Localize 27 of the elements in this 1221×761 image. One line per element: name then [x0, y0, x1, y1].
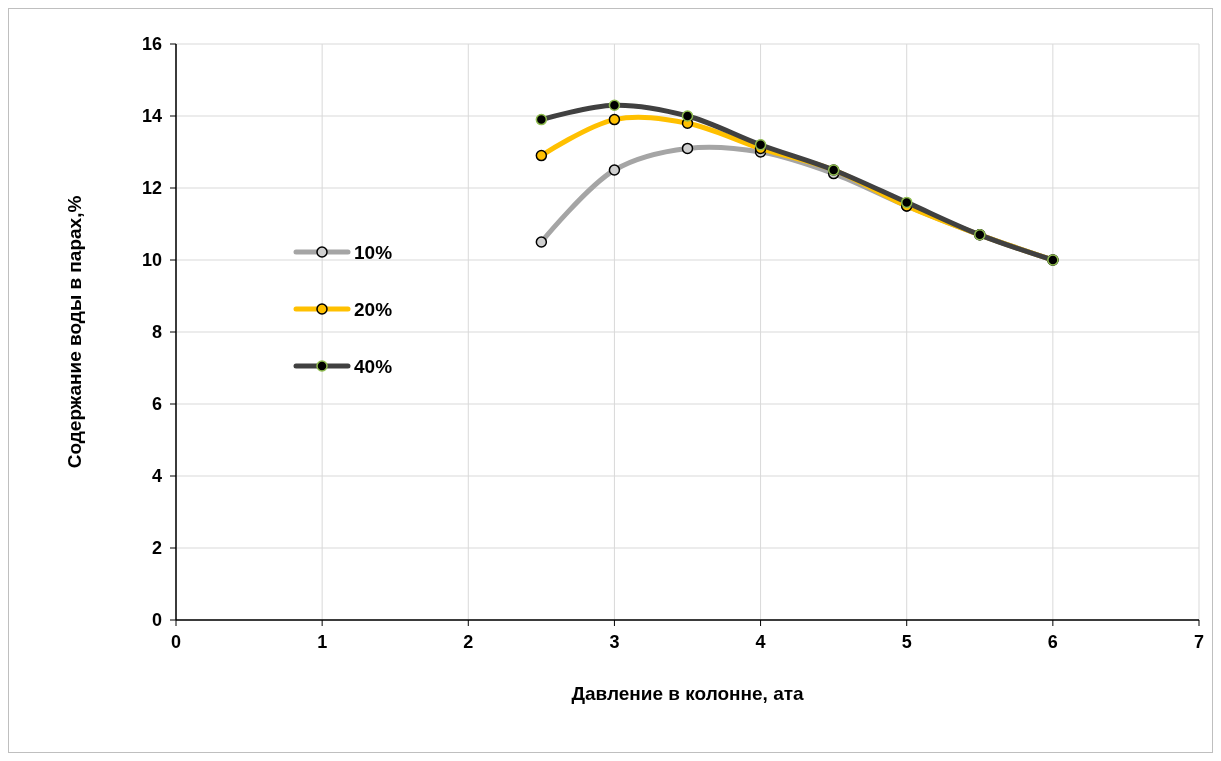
- y-tick-label: 0: [151, 610, 162, 630]
- point: [535, 236, 548, 248]
- y-tick-label: 2: [151, 538, 162, 558]
- legend-label: 10%: [354, 242, 393, 263]
- x-tick-label: 4: [755, 632, 766, 652]
- y-axis-title: Содержание воды в парах,%: [64, 195, 85, 469]
- x-tick-label: 7: [1193, 632, 1205, 652]
- point: [608, 113, 621, 126]
- x-tick-label: 5: [901, 632, 912, 652]
- x-tick-label: 1: [317, 632, 328, 652]
- y-tick-label: 12: [141, 178, 162, 198]
- y-tick-label: 10: [141, 250, 162, 270]
- point: [681, 142, 694, 155]
- y-tick-label: 6: [151, 394, 162, 414]
- point: [608, 164, 621, 176]
- y-tick-label: 8: [151, 322, 162, 342]
- x-tick-label: 6: [1047, 632, 1058, 652]
- x-tick-label: 2: [463, 632, 474, 652]
- x-axis-title: Давление в колонне, ата: [571, 683, 805, 704]
- legend-label: 40%: [354, 356, 393, 377]
- y-tick-label: 4: [151, 466, 162, 486]
- y-tick-label: 14: [141, 106, 162, 126]
- legend-label: 20%: [354, 299, 393, 320]
- point: [535, 149, 548, 162]
- y-tick-label: 16: [141, 34, 162, 54]
- x-tick-label: 3: [609, 632, 620, 652]
- x-tick-label: 0: [170, 632, 182, 652]
